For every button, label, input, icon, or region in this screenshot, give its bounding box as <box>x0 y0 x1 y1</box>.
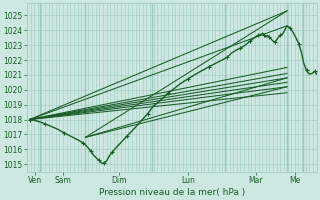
X-axis label: Pression niveau de la mer( hPa ): Pression niveau de la mer( hPa ) <box>99 188 245 197</box>
